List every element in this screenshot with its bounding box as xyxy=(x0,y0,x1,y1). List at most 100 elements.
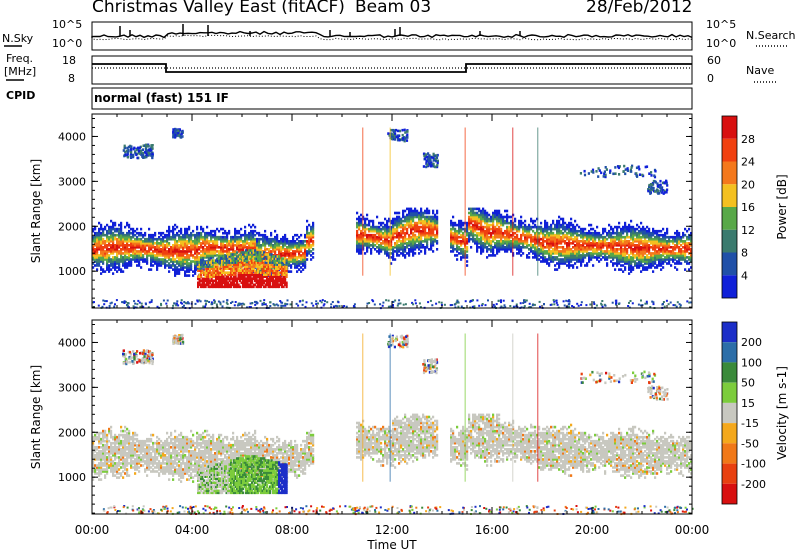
data-cell xyxy=(98,262,101,265)
data-cell xyxy=(304,246,307,249)
data-cell xyxy=(138,233,141,237)
data-cell xyxy=(208,240,211,243)
data-cell xyxy=(100,252,103,255)
data-cell xyxy=(98,242,101,245)
data-cell xyxy=(114,237,117,241)
data-cell xyxy=(422,213,425,217)
data-cell xyxy=(390,231,393,235)
data-cell xyxy=(510,215,513,219)
data-cell xyxy=(618,231,621,235)
data-cell xyxy=(122,240,125,243)
data-cell xyxy=(654,266,657,269)
data-cell xyxy=(360,233,363,237)
data-cell xyxy=(386,229,389,233)
data-cell xyxy=(276,248,279,251)
data-cell xyxy=(418,240,421,243)
data-cell xyxy=(414,225,417,229)
data-cell xyxy=(386,227,389,231)
data-cell xyxy=(554,264,557,267)
data-cell xyxy=(244,246,247,249)
data-cell xyxy=(212,252,215,255)
data-cell xyxy=(410,246,413,249)
data-cell xyxy=(198,237,201,241)
data-cell xyxy=(244,235,247,239)
data-cell xyxy=(292,260,295,263)
data-cell xyxy=(312,252,315,255)
data-cell xyxy=(178,229,181,233)
data-cell xyxy=(418,235,421,239)
data-cell xyxy=(170,235,173,239)
data-cell xyxy=(156,268,159,271)
data-cell xyxy=(408,250,411,253)
data-cell xyxy=(604,250,607,253)
data-cell xyxy=(206,242,209,245)
data-cell xyxy=(490,223,493,227)
data-cell xyxy=(284,235,287,239)
data-cell xyxy=(404,227,407,231)
data-cell xyxy=(106,260,109,263)
data-cell xyxy=(304,233,307,237)
data-cell xyxy=(202,242,205,245)
data-cell xyxy=(424,246,427,249)
data-cell xyxy=(184,231,187,235)
data-cell xyxy=(102,260,105,263)
data-cell xyxy=(658,233,661,237)
data-cell xyxy=(242,233,245,237)
data-cell xyxy=(302,242,305,245)
data-cell xyxy=(210,237,213,241)
data-cell xyxy=(478,246,481,249)
data-cell xyxy=(132,252,135,255)
data-cell xyxy=(412,209,415,213)
data-cell xyxy=(426,219,429,223)
data-cell xyxy=(168,237,171,241)
data-cell xyxy=(192,248,195,251)
data-cell xyxy=(170,258,173,261)
data-cell xyxy=(418,233,421,237)
data-cell xyxy=(416,225,419,229)
data-cell xyxy=(384,244,387,247)
data-cell xyxy=(548,225,551,229)
data-cell xyxy=(172,252,175,255)
data-cell xyxy=(628,272,631,275)
data-cell xyxy=(374,229,377,233)
data-cell xyxy=(168,235,171,239)
data-cell xyxy=(502,240,505,243)
data-cell xyxy=(194,233,197,237)
data-cell xyxy=(412,227,415,231)
data-cell xyxy=(92,258,95,261)
data-cell xyxy=(612,235,615,239)
data-cell xyxy=(466,254,469,257)
data-cell xyxy=(398,244,401,247)
data-cell xyxy=(94,254,97,257)
data-cell xyxy=(256,242,259,245)
data-cell xyxy=(288,252,291,255)
data-cell xyxy=(198,248,201,251)
data-cell xyxy=(268,250,271,253)
data-cell xyxy=(232,246,235,249)
data-cell xyxy=(534,231,537,235)
data-cell xyxy=(286,240,289,243)
data-cell xyxy=(178,270,181,273)
data-cell xyxy=(576,223,579,227)
data-cell xyxy=(664,256,667,259)
data-cell xyxy=(374,248,377,251)
data-cell xyxy=(674,252,677,255)
data-cell xyxy=(378,246,381,249)
data-cell xyxy=(138,250,141,253)
data-cell xyxy=(108,254,111,257)
data-cell xyxy=(176,272,179,275)
data-cell xyxy=(162,235,165,239)
data-cell xyxy=(484,225,487,229)
data-cell xyxy=(474,233,477,237)
data-cell xyxy=(390,229,393,233)
data-cell xyxy=(284,240,287,243)
data-cell xyxy=(602,250,605,253)
data-cell xyxy=(368,227,371,231)
data-cell xyxy=(208,246,211,249)
data-cell xyxy=(178,237,181,241)
data-cell xyxy=(102,254,105,257)
data-cell xyxy=(152,252,155,255)
data-cell xyxy=(190,233,193,237)
data-cell xyxy=(646,266,649,269)
data-cell xyxy=(500,213,503,217)
